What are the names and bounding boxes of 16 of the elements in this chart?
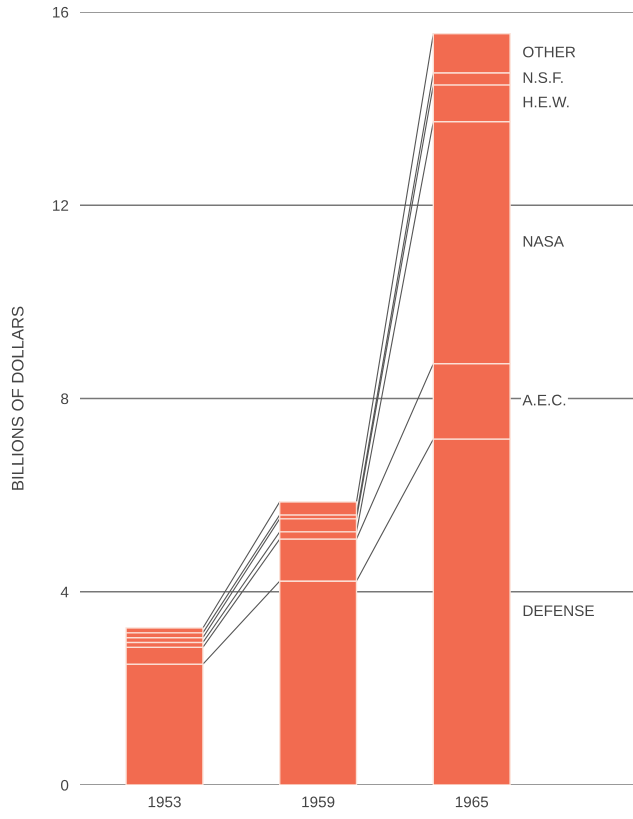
- series-label: OTHER: [523, 46, 576, 58]
- x-tick-label: 1953: [148, 796, 181, 808]
- series-label: A.E.C.: [522, 394, 566, 406]
- series-label: N.S.F.: [524, 72, 563, 84]
- y-tick-label: 4: [60, 586, 68, 598]
- y-tick-label: 16: [53, 6, 68, 18]
- bar: [279, 501, 358, 516]
- series-label: H.E.W.: [524, 96, 569, 108]
- y-axis-title: BILLIONS OF DOLLARS: [12, 306, 24, 490]
- series-label: NASA: [524, 236, 564, 247]
- x-tick-label: 1965: [456, 796, 488, 808]
- y-tick-label: 12: [53, 200, 68, 211]
- x-tick-label: 1959: [302, 796, 334, 808]
- y-tick-label: 8: [61, 393, 68, 404]
- y-tick-label: 0: [60, 780, 68, 791]
- series-label: DEFENSE: [524, 605, 594, 616]
